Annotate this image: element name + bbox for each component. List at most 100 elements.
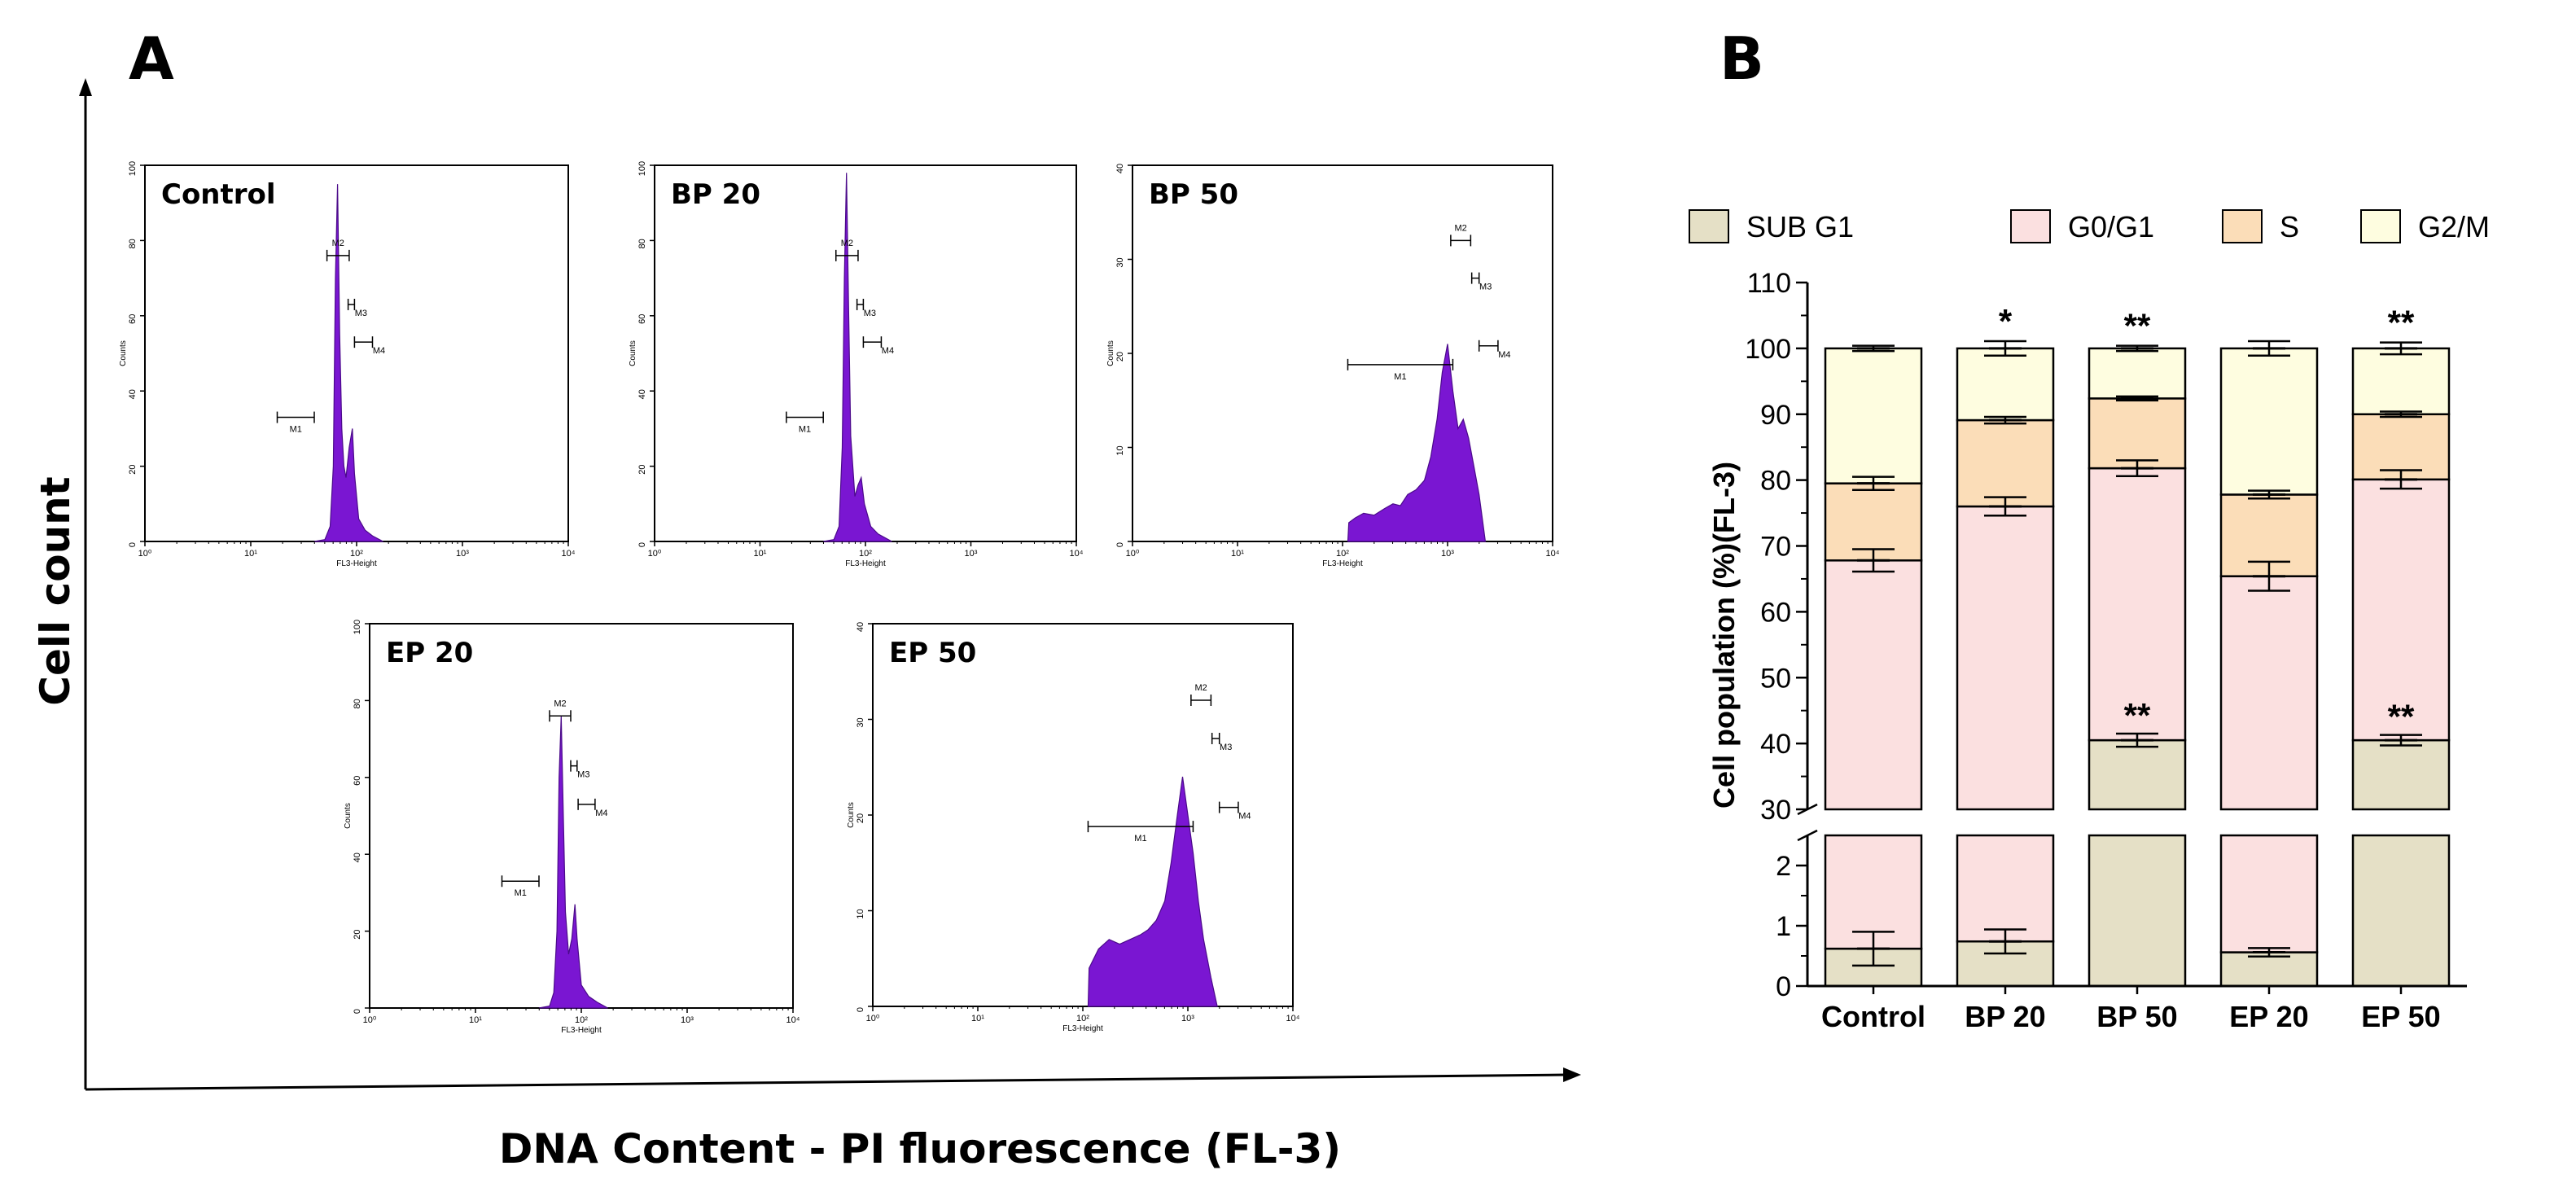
y-axis-tick-label: 90 xyxy=(1760,400,1791,431)
histogram-y-tick-label: 80 xyxy=(637,239,647,248)
histogram-x-axis-name: FL3-Height xyxy=(561,1026,602,1035)
legend-swatch xyxy=(2360,209,2401,243)
bar-segment-g0-g1 xyxy=(1956,834,2055,943)
significance-marker: ** xyxy=(2124,696,2151,734)
y-axis-tick-label: 110 xyxy=(1747,268,1791,299)
bar-ep-20 xyxy=(2219,340,2319,988)
histogram-bp-20: 0 20 40 60 80 100 Counts 10⁰ 10¹ 10² 10³ 10⁴ FL3-Hei… xyxy=(629,161,1084,568)
category-label: EP 50 xyxy=(2361,1000,2440,1033)
bar-bp-50 xyxy=(2088,344,2187,988)
histogram-x-tick-label: 10¹ xyxy=(1231,549,1244,559)
histogram-y-axis-name: Counts xyxy=(119,340,128,366)
histogram-x-tick-label: 10² xyxy=(1076,1014,1089,1023)
histogram-marker-label: M3 xyxy=(864,309,876,318)
legend-label: SUB G1 xyxy=(1746,210,1854,243)
histogram-y-tick-label: 20 xyxy=(856,813,865,823)
panel-a-x-arrowhead xyxy=(1563,1067,1581,1082)
category-label: BP 50 xyxy=(2096,1000,2177,1033)
histogram-y-axis-name: Counts xyxy=(629,340,637,366)
histogram-x-tick-label: 10¹ xyxy=(971,1014,984,1023)
histogram-y-tick-label: 40 xyxy=(1115,164,1125,173)
histogram-y-tick-label: 80 xyxy=(128,239,138,248)
legend-swatch xyxy=(1689,209,1729,243)
histogram-y-tick-label: 40 xyxy=(128,389,138,399)
histogram-x-tick-label: 10³ xyxy=(681,1015,694,1025)
histogram-marker-label: M1 xyxy=(515,888,527,898)
histogram-y-tick-label: 40 xyxy=(637,389,647,399)
bar-control xyxy=(1824,344,1923,988)
legend-item-g2-m: G2/M xyxy=(2360,209,2490,243)
bar-segment-s xyxy=(2088,397,2187,470)
histogram-y-tick-label: 20 xyxy=(128,464,138,474)
histogram-x-axis-name: FL3-Height xyxy=(845,559,886,568)
histogram-marker-label: M2 xyxy=(1194,683,1207,693)
histogram-y-tick-label: 20 xyxy=(637,464,647,474)
histogram-marker-label: M4 xyxy=(595,809,607,818)
histogram-y-tick-label: 30 xyxy=(856,717,865,727)
histogram-y-tick-label: 30 xyxy=(1115,257,1125,267)
histogram-title: Control xyxy=(161,178,276,211)
histogram-y-tick-label: 20 xyxy=(1115,352,1125,362)
histogram-y-axis-name: Counts xyxy=(1106,340,1115,366)
category-label: EP 20 xyxy=(2229,1000,2308,1033)
bar-segment-s xyxy=(2351,413,2451,481)
histogram-y-axis-name: Counts xyxy=(847,802,856,828)
bar-segment-g2-m xyxy=(2088,347,2187,400)
histogram-y-tick-label: 10 xyxy=(1115,445,1125,455)
histogram-frame xyxy=(369,623,794,1009)
histogram-y-tick-label: 0 xyxy=(1115,542,1125,547)
significance-marker: ** xyxy=(2388,698,2415,736)
histogram-frame xyxy=(1132,164,1553,542)
histogram-x-tick-label: 10⁴ xyxy=(562,549,576,559)
histogram-x-axis-name: FL3-Height xyxy=(336,559,377,568)
histogram-x-axis-name: FL3-Height xyxy=(1322,559,1363,568)
histogram-y-tick-label: 40 xyxy=(353,852,362,862)
bar-segment-g0-g1 xyxy=(2088,467,2187,742)
histogram-marker-label: M2 xyxy=(554,699,566,708)
y-axis-tick-label: 2 xyxy=(1776,851,1791,882)
histogram-y-axis-name: Counts xyxy=(344,803,353,829)
legend-item-s: S xyxy=(2222,209,2299,243)
histogram-marker-label: M2 xyxy=(841,239,853,248)
histogram-marker-label: M3 xyxy=(1220,743,1232,752)
significance-marker: * xyxy=(1999,302,2013,340)
histogram-x-tick-label: 10³ xyxy=(1441,549,1454,559)
bar-segment-s xyxy=(1956,419,2055,508)
histogram-x-tick-label: 10⁰ xyxy=(1126,549,1140,559)
histogram-y-tick-label: 40 xyxy=(856,622,865,632)
y-axis-tick-label: 40 xyxy=(1760,729,1791,760)
histogram-y-tick-label: 100 xyxy=(637,161,647,176)
histogram-y-tick-label: 0 xyxy=(128,542,138,547)
dna-content-axis-title: DNA Content - PI fluorescence (FL-3) xyxy=(498,1125,1342,1172)
histogram-marker-label: M1 xyxy=(290,425,302,435)
legend-swatch xyxy=(2010,209,2051,243)
bar-segment-g2-m xyxy=(1824,347,1923,484)
legend-swatch xyxy=(2222,209,2263,243)
histogram-y-tick-label: 20 xyxy=(353,929,362,939)
histogram-marker-label: M1 xyxy=(799,425,811,435)
bar-bp-20 xyxy=(1956,340,2055,988)
histogram-x-tick-label: 10⁰ xyxy=(363,1015,377,1025)
legend-label: G0/G1 xyxy=(2068,210,2154,243)
histogram-x-tick-label: 10² xyxy=(575,1015,588,1025)
histogram-y-tick-label: 80 xyxy=(353,699,362,708)
bar-segment-sub-g1 xyxy=(2351,739,2451,811)
axis-break-mark xyxy=(1797,829,1818,842)
histogram-x-tick-label: 10⁰ xyxy=(138,549,152,559)
histogram-y-tick-label: 10 xyxy=(856,909,865,918)
histogram-title: EP 20 xyxy=(386,637,473,669)
bar-segment-g0-g1 xyxy=(1824,834,1923,950)
histogram-x-tick-label: 10¹ xyxy=(754,549,767,559)
histogram-x-tick-label: 10³ xyxy=(1181,1014,1194,1023)
histogram-y-tick-label: 100 xyxy=(128,161,138,176)
bar-segment-g0-g1 xyxy=(2219,575,2319,811)
significance-marker: ** xyxy=(2388,304,2415,342)
histogram-x-tick-label: 10² xyxy=(859,549,872,559)
histogram-x-tick-label: 10³ xyxy=(456,549,469,559)
histogram-x-tick-label: 10¹ xyxy=(244,549,257,559)
histogram-fill xyxy=(1347,344,1487,542)
histogram-x-tick-label: 10⁰ xyxy=(866,1014,880,1023)
histogram-x-tick-label: 10⁰ xyxy=(648,549,662,559)
category-label: BP 20 xyxy=(1965,1000,2045,1033)
